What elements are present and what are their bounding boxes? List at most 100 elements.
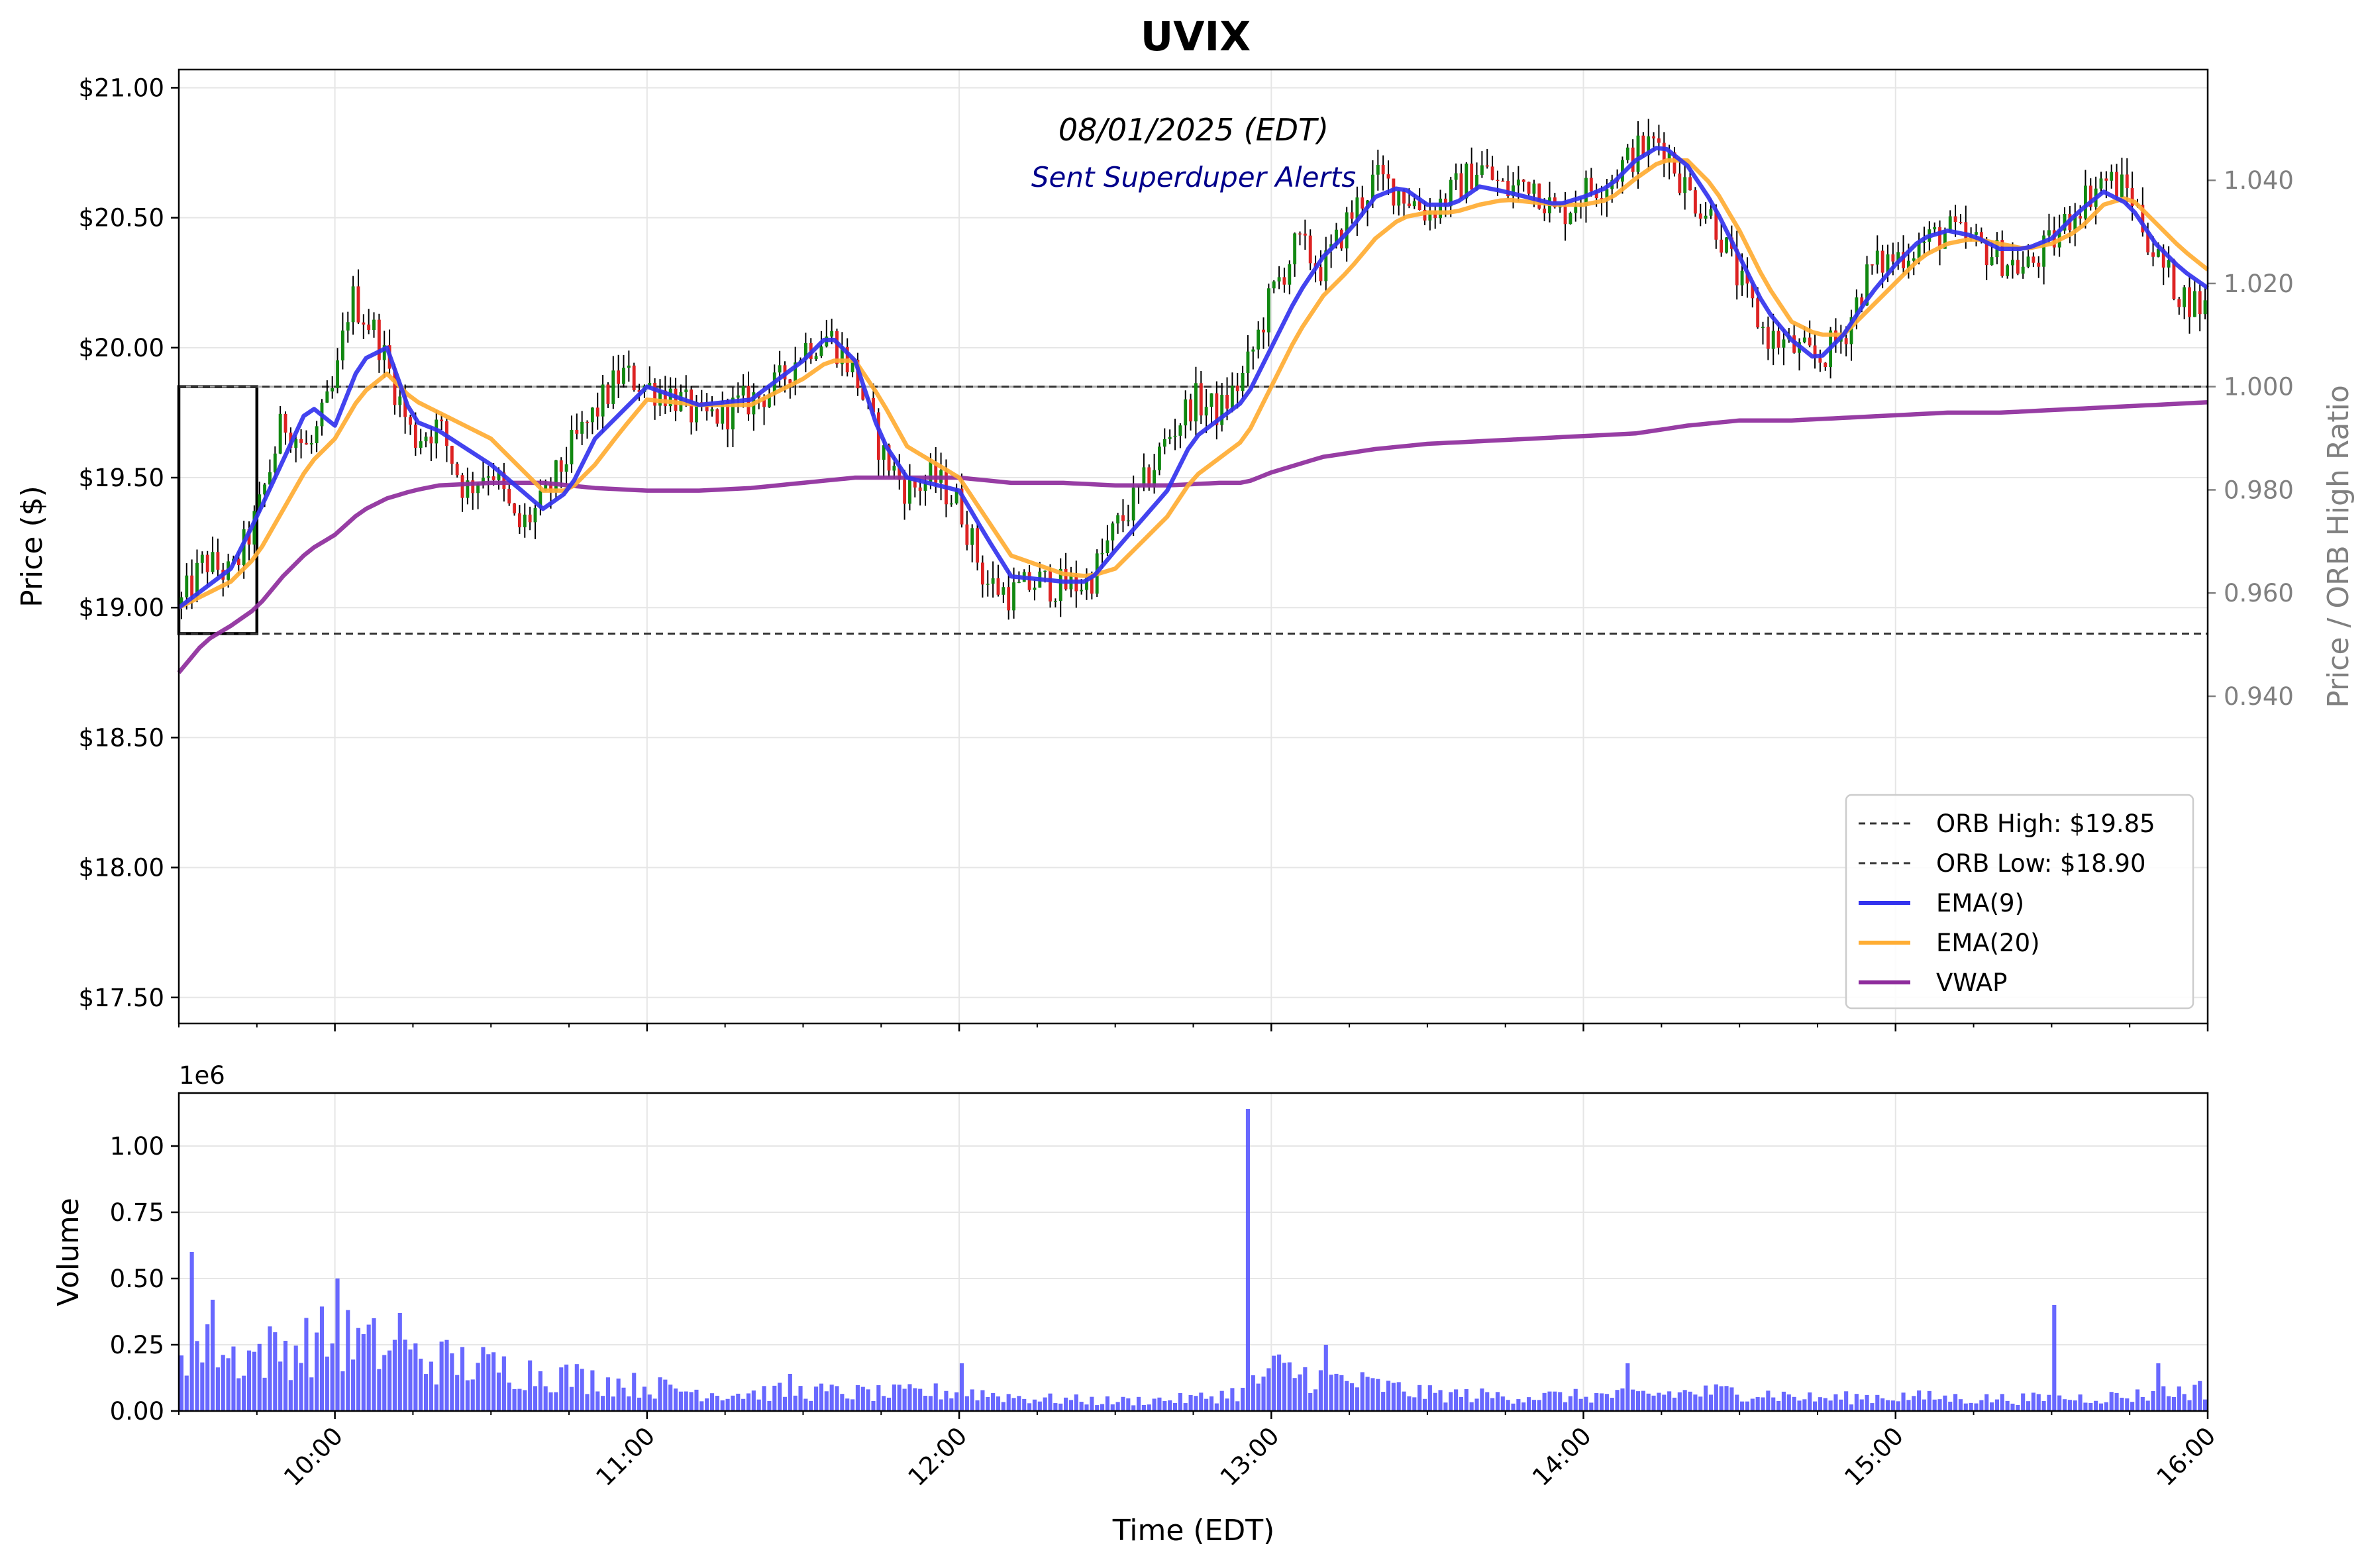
candle (2063, 207, 2067, 234)
volume-bar (1511, 1403, 1516, 1411)
volume-bar (736, 1393, 741, 1411)
volume-bar (1527, 1397, 1531, 1411)
candle-body (731, 397, 735, 430)
candle-body (1064, 568, 1068, 590)
candle-body (778, 365, 782, 373)
candle-body (1964, 222, 1968, 238)
volume-bar (1204, 1398, 1209, 1411)
volume-bar (569, 1386, 574, 1411)
candle-body (590, 407, 594, 423)
candle-body (1049, 570, 1052, 601)
candle-body (1756, 298, 1760, 328)
volume-bar (1828, 1400, 1833, 1411)
candle-body (819, 346, 823, 356)
volume-bar (652, 1398, 657, 1411)
candle (1501, 178, 1505, 182)
volume-bar (450, 1353, 454, 1411)
candle (1230, 372, 1234, 413)
candle (1761, 321, 1765, 345)
candle-body (1896, 252, 1900, 262)
candle-body (1298, 233, 1302, 235)
candle-body (1033, 588, 1037, 590)
candle (1735, 231, 1739, 300)
volume-bar (1724, 1386, 1729, 1411)
volume-bar (397, 1313, 402, 1411)
volume-bar (1766, 1390, 1771, 1411)
candle-body (195, 562, 199, 596)
candle (814, 352, 818, 361)
candle-body (1657, 138, 1661, 143)
candle-body (424, 437, 428, 442)
volume-bar (1547, 1391, 1552, 1411)
volume-bar (246, 1350, 252, 1411)
candle-body (2161, 248, 2165, 268)
volume-bar (1969, 1402, 1973, 1411)
candle (1262, 317, 1265, 349)
volume-bar (1318, 1370, 1323, 1411)
volume-bar (1625, 1363, 1630, 1411)
volume-bar (605, 1377, 611, 1411)
candle (575, 413, 579, 440)
volume-bar (2073, 1400, 2077, 1411)
volume-bar (1256, 1383, 1261, 1411)
legend-frame (1845, 794, 2194, 1010)
volume-bar (1948, 1401, 1953, 1411)
volume-bar (1443, 1402, 1448, 1411)
volume-bar (627, 1396, 631, 1411)
legend-item-ema9: EMA(9) (1859, 889, 2024, 917)
candle (2021, 251, 2025, 279)
candle-body (2073, 216, 2077, 231)
candle-body (887, 445, 891, 471)
candle (455, 462, 459, 478)
volume-bar (2083, 1402, 2088, 1411)
candle-body (2006, 265, 2010, 276)
candle-body (1220, 394, 1224, 425)
legend-label: EMA(20) (1936, 929, 2040, 957)
volume-bar (1844, 1391, 1849, 1411)
volume-bar (814, 1386, 819, 1411)
volume-bar (1490, 1398, 1495, 1411)
candle-body (1210, 393, 1213, 407)
candle (460, 472, 464, 512)
volume-bar (699, 1401, 704, 1411)
candle-body (1303, 233, 1307, 236)
candle (1896, 242, 1900, 270)
volume-bar (907, 1384, 912, 1411)
candle-body (185, 575, 189, 598)
volume-bar (319, 1306, 325, 1411)
candle-body (1402, 190, 1406, 204)
volume-bar (829, 1385, 834, 1411)
volume-bar (299, 1363, 303, 1411)
volume-bar (315, 1332, 319, 1411)
candle-body (1449, 180, 1453, 207)
volume-bar (1214, 1403, 1219, 1411)
candle-body (409, 417, 412, 425)
candle-body (1678, 173, 1682, 193)
candle-body (2084, 185, 2087, 219)
candle (918, 478, 922, 506)
volume-bar (975, 1400, 980, 1411)
candle (606, 382, 610, 409)
candle-body (2177, 299, 2181, 307)
volume-bar (465, 1380, 470, 1411)
candle (923, 474, 927, 506)
candle (1220, 382, 1224, 432)
candle (564, 446, 568, 485)
candle-body (1168, 437, 1172, 439)
volume-bar (642, 1386, 646, 1411)
candle (1350, 200, 1354, 224)
volume-bar (678, 1391, 683, 1411)
legend-item-vwap: VWAP (1859, 968, 2008, 997)
candle-body (726, 400, 730, 430)
candle-body (351, 286, 355, 323)
candle-body (367, 324, 371, 331)
candle-body (1943, 231, 1947, 249)
ratio-y-ticks: 0.940 0.960 0.980 1.000 1.020 1.040 (2208, 166, 2294, 711)
candle (1162, 428, 1166, 454)
candle (2188, 276, 2191, 334)
candle-body (1381, 165, 1385, 175)
candle-body (960, 488, 964, 525)
volume-bar (689, 1392, 694, 1411)
volume-bar (673, 1388, 678, 1411)
volume-bar (1558, 1392, 1563, 1411)
